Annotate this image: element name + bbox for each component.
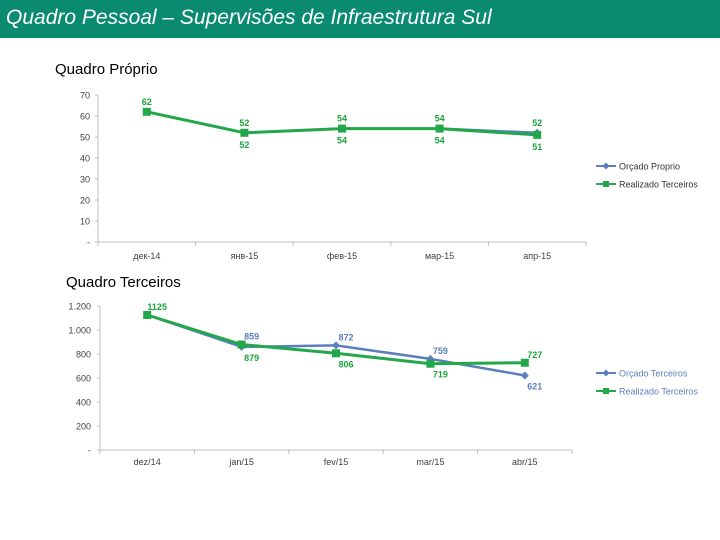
legend-marker-2 [603,181,609,187]
y-tick-label: 60 [80,112,90,122]
data-label-lower: 51 [532,142,542,152]
data-label-upper: 872 [338,332,353,342]
x-tick-label: abr/15 [512,457,538,467]
data-label-lower: 54 [435,136,445,146]
data-label-lower: 806 [338,359,353,369]
series-2-marker [237,340,246,349]
x-tick-label: dez/14 [134,457,161,467]
section-title-proprio: Quadro Próprio [55,61,158,78]
y-tick-label: 400 [76,398,91,408]
series-2-marker [435,124,444,133]
data-label-upper: 54 [337,114,347,124]
page-title: Quadro Pessoal – Supervisões de Infraest… [6,6,492,29]
y-tick-label: 50 [80,133,90,143]
x-tick-label: дек-14 [133,251,160,261]
data-label-lower: 879 [244,353,259,363]
legend-marker-1 [602,162,610,170]
data-label-lower: 54 [337,136,347,146]
data-label-lower: 719 [433,370,448,380]
legend-label-1: Orçado Proprio [619,162,680,172]
legend-marker-1 [602,369,610,377]
data-label-upper: 62 [142,97,152,107]
y-tick-label: 40 [80,154,90,164]
y-tick-label: 1.000 [68,326,91,336]
x-tick-label: fev/15 [324,457,349,467]
y-tick-label: 1.200 [68,302,91,312]
series-2-marker [142,107,151,116]
legend-label-1: Orçado Terceiros [619,369,688,379]
x-tick-label: апр-15 [523,251,551,261]
data-label-upper: 54 [435,114,445,124]
legend-marker-2 [603,388,609,394]
legend-label-2: Realizado Terceiros [619,180,698,190]
legend-label-2: Realizado Terceiros [619,387,698,397]
series-1-marker [332,341,340,350]
x-tick-label: jan/15 [228,457,254,467]
y-tick-label: 600 [76,374,91,384]
section-title-terceiros: Quadro Terceiros [66,274,181,291]
data-label-upper: 759 [433,346,448,356]
data-label-upper: 1125 [147,302,167,312]
x-tick-label: фев-15 [327,251,357,261]
series-2-marker [240,128,249,137]
title-bar: Quadro Pessoal – Supervisões de Infraest… [0,0,720,38]
x-tick-label: янв-15 [231,251,259,261]
series-2-marker [338,124,346,133]
y-tick-label: 200 [76,422,91,432]
x-tick-label: мар-15 [425,251,454,261]
y-tick-label: 10 [80,217,90,227]
y-tick-label: 30 [80,175,90,185]
series-2-marker [426,359,435,368]
series-2-marker [143,311,152,319]
data-label-upper: 52 [532,118,542,128]
series-2-marker [533,130,542,139]
x-tick-label: mar/15 [416,457,444,467]
data-label-upper: 859 [244,332,259,342]
series-1-marker [520,371,529,380]
y-tick-label: 800 [76,350,91,360]
series-2-marker [520,358,529,367]
y-tick-label: 70 [80,91,90,101]
y-tick-label: - [88,446,91,456]
data-label-upper: 52 [239,118,249,128]
data-label-lower: 52 [239,140,249,150]
series-2-marker [332,349,340,358]
data-label-lower: 621 [527,381,542,391]
y-tick-label: 20 [80,196,90,206]
data-label-upper: 727 [527,350,542,360]
y-tick-label: - [87,238,90,248]
